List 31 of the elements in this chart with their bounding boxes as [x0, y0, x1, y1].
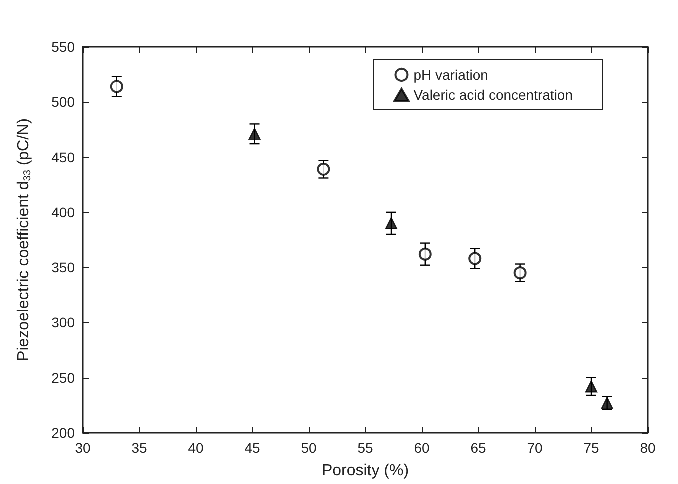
point [385, 217, 398, 230]
point [514, 266, 527, 280]
x-tick-label: 60 [414, 440, 430, 456]
y-tick-label: 550 [52, 39, 76, 55]
point [585, 380, 598, 393]
legend-label: pH variation [414, 67, 488, 83]
point [317, 162, 330, 176]
legend-label: Valeric acid concentration [414, 87, 574, 103]
x-axis-title: Porosity (%) [322, 462, 410, 480]
x-tick-label: 80 [640, 440, 656, 456]
point [418, 248, 432, 261]
x-tick-label: 45 [244, 440, 260, 456]
x-tick-label: 55 [358, 440, 374, 456]
y-tick-label: 400 [52, 204, 76, 220]
y-tick-label: 350 [52, 260, 76, 276]
x-tick-label: 40 [188, 440, 204, 456]
y-axis-title: Piezoelectric coefficient d33 (pC/N) [16, 118, 34, 362]
y-tick-label: 500 [52, 94, 76, 110]
x-tick-label: 30 [75, 440, 91, 456]
y-tick-label: 450 [52, 149, 76, 166]
x-tick-label: 35 [132, 440, 148, 456]
x-tick-label: 50 [301, 440, 317, 456]
y-tick-label: 300 [52, 314, 76, 331]
y-tick-label: 200 [52, 425, 76, 441]
x-tick-label: 75 [584, 440, 600, 456]
point [110, 80, 124, 94]
x-tick-label: 65 [470, 440, 486, 456]
y-tick-label: 250 [52, 370, 76, 386]
x-tick-label: 70 [527, 440, 543, 456]
point [248, 128, 261, 140]
point [468, 252, 482, 266]
